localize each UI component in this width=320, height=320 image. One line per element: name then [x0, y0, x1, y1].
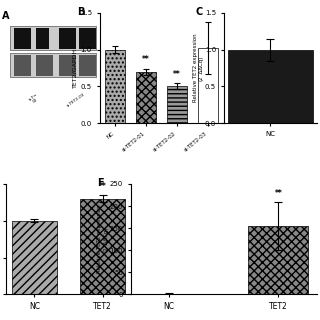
Text: si-T−
02: si-T− 02 — [28, 92, 41, 105]
Bar — [60, 55, 76, 76]
Bar — [14, 28, 31, 49]
Bar — [167, 86, 187, 123]
Text: **: ** — [99, 181, 107, 191]
Bar — [10, 52, 96, 77]
Text: **: ** — [173, 70, 181, 79]
Bar — [79, 28, 96, 49]
Bar — [136, 72, 156, 123]
Text: F: F — [97, 179, 104, 188]
Bar — [60, 28, 76, 49]
Text: **: ** — [275, 189, 282, 198]
Text: A: A — [2, 11, 9, 20]
Bar — [12, 221, 57, 294]
Bar — [198, 48, 218, 123]
Bar — [36, 55, 53, 76]
Bar — [14, 55, 31, 76]
Bar — [79, 55, 96, 76]
Text: **: ** — [142, 55, 150, 64]
Y-axis label: Relative TET2 expression
(2⁻ΔΔCq): Relative TET2 expression (2⁻ΔΔCq) — [193, 34, 204, 102]
Bar — [139, 293, 199, 294]
Bar — [228, 50, 313, 123]
Text: C: C — [196, 7, 203, 17]
Text: si-TET2-03: si-TET2-03 — [66, 92, 86, 108]
Y-axis label: TET2/GAPDH: TET2/GAPDH — [73, 48, 78, 88]
Bar — [80, 199, 125, 294]
Bar — [10, 26, 96, 50]
Y-axis label: Relative TET2 expression
(2⁻ΔΔCq): Relative TET2 expression (2⁻ΔΔCq) — [97, 205, 108, 274]
Bar — [105, 50, 125, 123]
Bar — [36, 28, 49, 49]
Bar — [248, 226, 308, 294]
Text: B: B — [77, 7, 84, 17]
